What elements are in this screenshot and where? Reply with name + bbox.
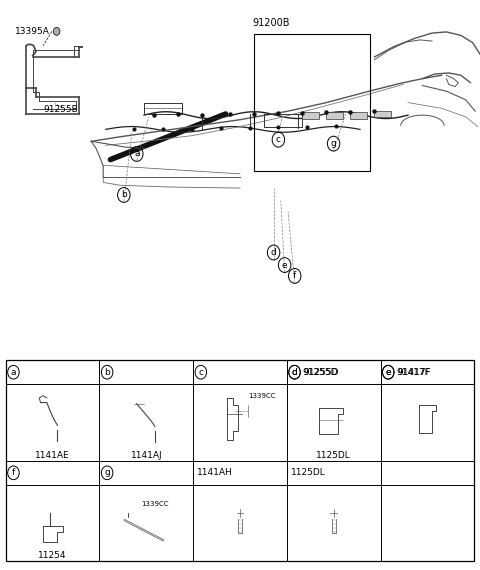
Circle shape (427, 406, 431, 410)
Bar (350, 112, 367, 119)
Text: d: d (271, 248, 276, 257)
Text: 13395A: 13395A (15, 27, 50, 36)
Text: 1339CC: 1339CC (249, 393, 276, 399)
Text: d: d (292, 368, 298, 377)
Bar (302, 112, 319, 119)
Polygon shape (43, 526, 63, 542)
Circle shape (324, 424, 329, 430)
Circle shape (47, 509, 54, 518)
Text: a: a (134, 149, 140, 158)
Text: 91417F: 91417F (397, 368, 431, 377)
Text: g: g (104, 469, 110, 477)
Bar (134, 398, 144, 409)
Text: b: b (121, 190, 127, 200)
Circle shape (124, 513, 132, 522)
Circle shape (151, 422, 159, 431)
Circle shape (248, 406, 256, 416)
Bar (254, 34, 370, 171)
Text: c: c (198, 368, 204, 377)
Bar (326, 112, 343, 119)
Text: c: c (276, 135, 281, 144)
Text: 1141AJ: 1141AJ (131, 451, 162, 459)
Bar (374, 111, 391, 117)
Text: b: b (104, 368, 110, 377)
Circle shape (235, 507, 245, 519)
Circle shape (329, 507, 338, 519)
Text: 91255B: 91255B (43, 105, 78, 114)
Polygon shape (227, 398, 238, 439)
Text: 1141AE: 1141AE (36, 451, 70, 459)
Circle shape (54, 421, 61, 430)
Text: f: f (293, 271, 296, 280)
Text: 91417F: 91417F (396, 368, 430, 377)
Text: 11254: 11254 (38, 551, 67, 560)
Circle shape (325, 411, 330, 417)
Text: e: e (385, 368, 391, 377)
Text: d: d (292, 368, 298, 377)
Text: 1125DL: 1125DL (316, 451, 351, 459)
Circle shape (427, 423, 431, 428)
Text: 91255D: 91255D (304, 368, 339, 377)
Text: 91255D: 91255D (303, 368, 338, 377)
Text: 91200B: 91200B (252, 18, 290, 28)
Circle shape (158, 535, 168, 546)
Text: f: f (12, 469, 15, 477)
Circle shape (53, 27, 60, 35)
Polygon shape (319, 408, 343, 434)
Text: 1125DL: 1125DL (291, 469, 325, 477)
Text: 1339CC: 1339CC (142, 501, 169, 507)
Text: e: e (385, 368, 391, 377)
Bar (6, 360, 474, 561)
Text: e: e (282, 260, 288, 270)
Text: 1141AH: 1141AH (197, 469, 233, 477)
Text: g: g (331, 139, 336, 148)
Text: a: a (11, 368, 16, 377)
